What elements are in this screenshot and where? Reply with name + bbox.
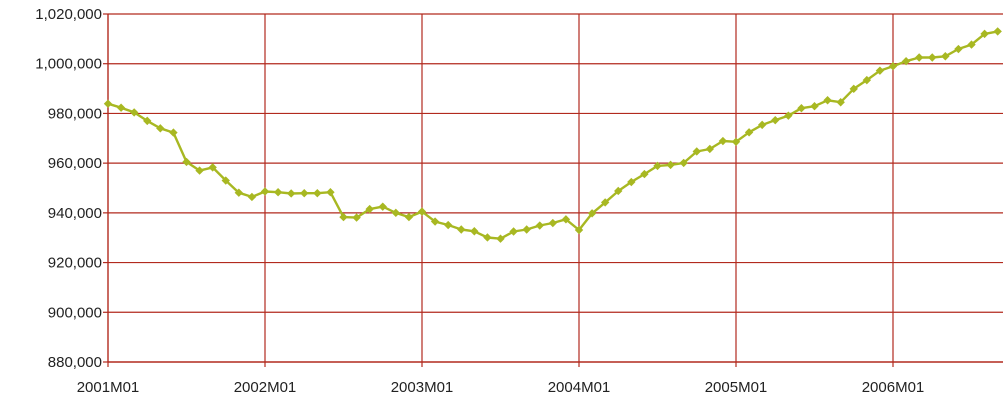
- data-point-marker: [444, 221, 452, 229]
- x-tick-label: 2003M01: [391, 379, 454, 396]
- x-tick-label: 2002M01: [234, 379, 297, 396]
- y-tick-label: 1,020,000: [35, 6, 102, 23]
- data-point-marker: [339, 213, 347, 221]
- data-point-marker: [457, 225, 465, 233]
- x-tick-label: 2004M01: [548, 379, 611, 396]
- data-point-marker: [326, 188, 334, 196]
- data-point-marker: [771, 116, 779, 124]
- data-point-marker: [823, 96, 831, 104]
- data-point-marker: [313, 189, 321, 197]
- y-tick-label: 900,000: [48, 304, 102, 321]
- data-point-marker: [379, 202, 387, 210]
- x-axis-tick-labels: 2001M01 2002M01 2003M01 2004M01 2005M01 2006M…: [77, 379, 925, 396]
- y-tick-label: 1,000,000: [35, 56, 102, 73]
- data-point-marker: [169, 128, 177, 136]
- y-tick-label: 920,000: [48, 255, 102, 272]
- y-tick-label: 980,000: [48, 105, 102, 122]
- data-point-marker: [522, 225, 530, 233]
- data-point-marker: [483, 233, 491, 241]
- data-point-marker: [248, 193, 256, 201]
- data-point-marker: [536, 221, 544, 229]
- chart-grid: [108, 14, 1003, 362]
- data-point-marker: [666, 161, 674, 169]
- data-point-marker: [915, 53, 923, 61]
- data-point-marker: [470, 227, 478, 235]
- data-point-marker: [549, 219, 557, 227]
- data-point-marker: [300, 189, 308, 197]
- data-point-marker: [405, 213, 413, 221]
- y-tick-label: 880,000: [48, 354, 102, 371]
- y-tick-label: 940,000: [48, 205, 102, 222]
- data-point-marker: [261, 187, 269, 195]
- x-tick-label: 2005M01: [705, 379, 768, 396]
- data-point-marker: [928, 53, 936, 61]
- data-point-marker: [104, 100, 112, 108]
- data-point-marker: [274, 188, 282, 196]
- data-point-marker: [993, 27, 1001, 35]
- y-axis-tick-labels: 880,000 900,000 920,000 940,000 960,000 980,0…: [35, 6, 102, 371]
- x-tick-label: 2006M01: [862, 379, 925, 396]
- data-series: [104, 27, 1002, 243]
- data-point-marker: [392, 209, 400, 217]
- y-tick-label: 960,000: [48, 155, 102, 172]
- x-tick-label: 2001M01: [77, 379, 140, 396]
- data-point-marker: [117, 104, 125, 112]
- data-point-marker: [287, 189, 295, 197]
- data-point-marker: [810, 102, 818, 110]
- series-line: [108, 31, 998, 238]
